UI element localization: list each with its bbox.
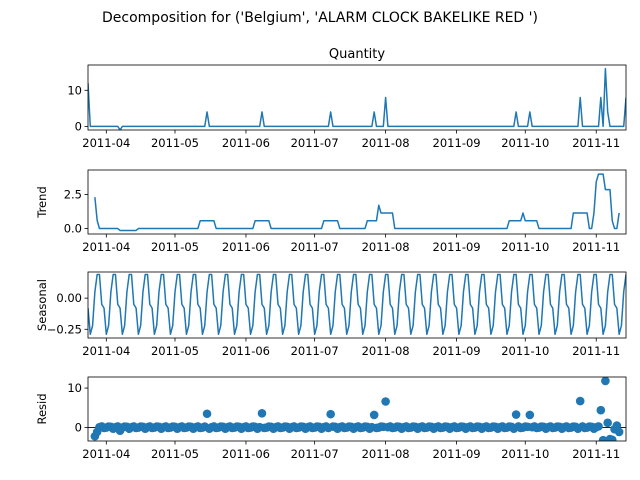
x-tick-label: 2011-04 bbox=[82, 136, 130, 150]
plot-area-observed bbox=[88, 67, 626, 130]
resid-point bbox=[601, 377, 610, 386]
y-tick-label: 2.5 bbox=[64, 188, 82, 202]
resid-point bbox=[326, 409, 335, 419]
y-axis-label: Seasonal bbox=[35, 279, 49, 331]
series-line-observed bbox=[88, 67, 626, 130]
x-tick-label: 2011-05 bbox=[151, 240, 199, 254]
resid-point bbox=[575, 396, 585, 406]
panel-observed: 0 10 2011-04 2011-05 2011-06 2011-07 2011-08 20… bbox=[67, 47, 627, 150]
resid-point bbox=[594, 422, 603, 431]
x-tick-label: 2011-06 bbox=[222, 136, 270, 150]
x-tick-label: 2011-07 bbox=[291, 240, 339, 254]
x-tick-label: 2011-08 bbox=[362, 447, 410, 461]
axes-frame-observed bbox=[87, 64, 627, 131]
resid-point bbox=[598, 435, 608, 441]
x-tick-label: 2011-05 bbox=[151, 344, 199, 358]
x-tick-label: 2011-04 bbox=[82, 447, 130, 461]
y-tick-label: 0 bbox=[75, 119, 82, 133]
y-tick-label: 0.0 bbox=[64, 222, 82, 236]
x-tick-label: 2011-10 bbox=[501, 136, 549, 150]
y-tick-label: 10 bbox=[67, 381, 82, 395]
x-tick-label: 2011-08 bbox=[362, 240, 410, 254]
y-axis-label: Resid bbox=[35, 393, 49, 424]
subplots: 0 10 2011-04 2011-05 2011-06 2011-07 2011-08 20… bbox=[35, 47, 627, 461]
x-tick-label: 2011-08 bbox=[362, 344, 410, 358]
resid-point bbox=[603, 418, 612, 428]
x-tick-label: 2011-06 bbox=[222, 240, 270, 254]
x-tick-label: 2011-09 bbox=[433, 136, 481, 150]
resid-point bbox=[257, 409, 267, 418]
x-tick-label: 2011-04 bbox=[82, 344, 130, 358]
y-axis-label: Trend bbox=[35, 186, 49, 218]
series-line-seasonal bbox=[88, 273, 626, 336]
resid-point bbox=[511, 410, 521, 419]
x-tick-label: 2011-10 bbox=[501, 344, 549, 358]
x-tick-label: 2011-05 bbox=[151, 447, 199, 461]
axes-frame-resid bbox=[87, 376, 627, 442]
y-tick-label: −0.25 bbox=[47, 322, 82, 336]
x-tick-label: 2011-06 bbox=[222, 344, 270, 358]
panel-resid: 0 10 2011-04 2011-05 2011-06 2011-07 2011-08 20… bbox=[35, 376, 627, 461]
x-tick-label: 2011-07 bbox=[291, 447, 339, 461]
x-tick-label: 2011-09 bbox=[433, 447, 481, 461]
x-tick-label: 2011-06 bbox=[222, 447, 270, 461]
resid-point bbox=[525, 410, 535, 420]
axes-frame-seasonal bbox=[87, 271, 627, 339]
resid-point bbox=[596, 405, 606, 415]
x-tick-label: 2011-11 bbox=[572, 447, 620, 461]
y-tick-label: 0 bbox=[75, 421, 82, 435]
axes-title: Quantity bbox=[329, 47, 385, 62]
plot-area-resid bbox=[88, 377, 626, 441]
y-tick-label: 10 bbox=[67, 83, 82, 97]
resid-point bbox=[369, 410, 379, 420]
x-tick-label: 2011-05 bbox=[151, 136, 199, 150]
x-tick-label: 2011-09 bbox=[433, 240, 481, 254]
x-tick-label: 2011-10 bbox=[501, 447, 549, 461]
resid-point bbox=[614, 427, 624, 437]
plot-area-trend bbox=[94, 173, 620, 232]
resid-point bbox=[202, 409, 212, 419]
x-tick-label: 2011-07 bbox=[291, 344, 339, 358]
panel-trend: 0.0 2.5 2011-04 2011-05 2011-06 2011-07 2011-0… bbox=[35, 169, 627, 254]
x-tick-label: 2011-07 bbox=[291, 136, 339, 150]
series-line-trend bbox=[94, 173, 620, 232]
x-tick-label: 2011-11 bbox=[572, 136, 620, 150]
figure-suptitle: Decomposition for ('Belgium', 'ALARM CLO… bbox=[102, 10, 538, 26]
plot-area-seasonal bbox=[88, 273, 626, 336]
x-tick-label: 2011-08 bbox=[362, 136, 410, 150]
y-tick-label: 0.00 bbox=[56, 291, 82, 305]
x-tick-label: 2011-09 bbox=[433, 344, 481, 358]
x-tick-label: 2011-04 bbox=[82, 240, 130, 254]
resid-point bbox=[607, 435, 617, 441]
x-tick-label: 2011-10 bbox=[501, 240, 549, 254]
resid-point bbox=[381, 397, 390, 406]
x-tick-label: 2011-11 bbox=[572, 240, 620, 254]
axes-frame-trend bbox=[87, 169, 627, 235]
x-tick-label: 2011-11 bbox=[572, 344, 620, 358]
